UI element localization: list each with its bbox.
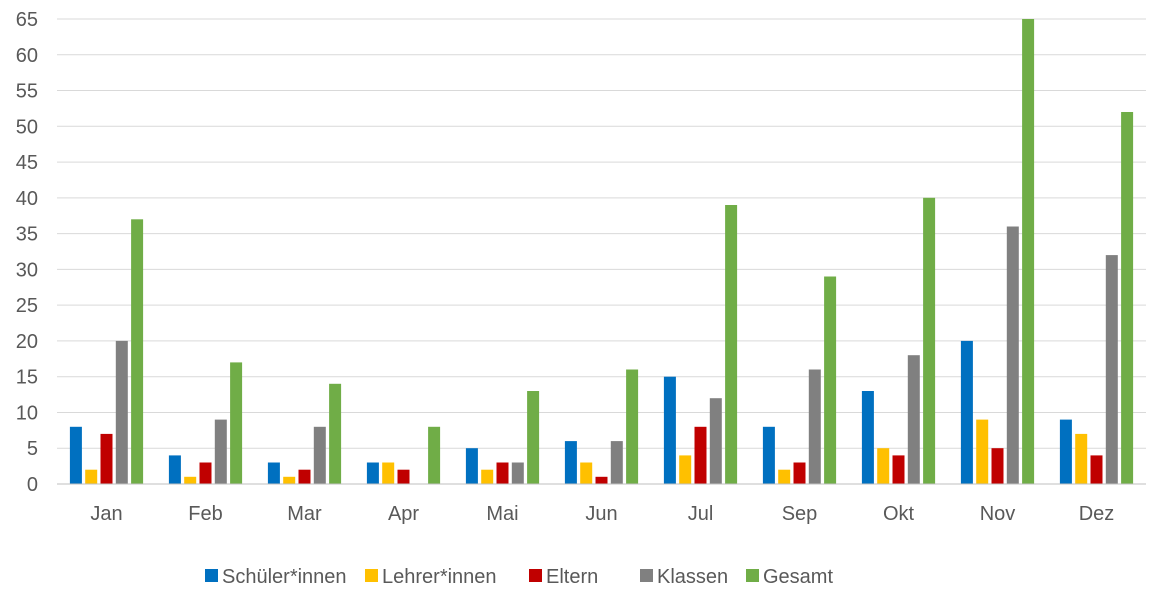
x-tick-label: Jul xyxy=(688,503,714,525)
legend-label: Gesamt xyxy=(763,566,833,588)
bar xyxy=(960,340,973,484)
y-tick-label: 25 xyxy=(16,295,38,317)
bar xyxy=(366,462,379,484)
x-tick-label: Jan xyxy=(90,503,122,525)
x-tick-label: Nov xyxy=(980,503,1016,525)
bar xyxy=(778,469,791,484)
bars xyxy=(69,19,1134,485)
bar xyxy=(465,448,478,484)
y-tick-label: 60 xyxy=(16,45,38,67)
legend-label: Lehrer*innen xyxy=(382,566,497,588)
legend-label: Klassen xyxy=(657,566,728,588)
x-axis-ticks: Jan Feb Mar Apr Mai Jun Jul Sep Okt Nov Dez xyxy=(90,503,1114,525)
bar xyxy=(725,205,738,484)
bar xyxy=(793,462,806,484)
y-tick-label: 15 xyxy=(16,367,38,389)
bar xyxy=(1075,433,1088,484)
bar xyxy=(1121,112,1134,484)
bar xyxy=(610,441,623,484)
bar xyxy=(481,469,494,484)
bar xyxy=(428,426,441,484)
x-tick-label: Feb xyxy=(188,503,222,525)
bar xyxy=(313,426,326,484)
legend-swatch xyxy=(746,569,759,582)
bar xyxy=(808,369,821,484)
bar xyxy=(976,419,989,484)
y-tick-label: 20 xyxy=(16,331,38,353)
legend-swatch xyxy=(365,569,378,582)
y-tick-label: 40 xyxy=(16,188,38,210)
bar xyxy=(329,383,342,484)
bar xyxy=(397,469,410,484)
bar xyxy=(230,362,243,484)
x-tick-label: Apr xyxy=(388,503,419,525)
bar xyxy=(85,469,98,484)
y-tick-label: 0 xyxy=(27,474,38,496)
bar xyxy=(907,355,920,484)
bar xyxy=(69,426,82,484)
bar xyxy=(824,276,837,484)
bar xyxy=(709,398,722,484)
legend-label: Schüler*innen xyxy=(222,566,347,588)
y-axis-ticks: 0 5 10 15 20 25 30 35 40 45 50 55 60 65 xyxy=(16,9,38,496)
bar xyxy=(595,476,608,484)
bar xyxy=(762,426,775,484)
bar xyxy=(694,426,707,484)
x-tick-label: Okt xyxy=(883,503,915,525)
bar xyxy=(283,476,296,484)
bar xyxy=(100,433,113,484)
y-tick-label: 50 xyxy=(16,116,38,138)
bar xyxy=(580,462,593,484)
bar xyxy=(1022,19,1035,484)
y-tick-label: 45 xyxy=(16,152,38,174)
bar xyxy=(184,476,197,484)
bar xyxy=(679,455,692,484)
y-tick-label: 55 xyxy=(16,81,38,103)
y-tick-label: 35 xyxy=(16,224,38,246)
bar xyxy=(382,462,395,484)
bar xyxy=(1006,226,1019,484)
y-tick-label: 5 xyxy=(27,438,38,460)
bar xyxy=(298,469,311,484)
bar xyxy=(892,455,905,484)
bar xyxy=(663,376,676,484)
y-tick-label: 30 xyxy=(16,259,38,281)
x-tick-label: Dez xyxy=(1079,503,1115,525)
bar xyxy=(267,462,280,484)
bar xyxy=(511,462,524,484)
bar xyxy=(1059,419,1072,484)
y-tick-label: 65 xyxy=(16,9,38,31)
gridlines xyxy=(57,18,1146,449)
bar xyxy=(199,462,212,484)
bar xyxy=(626,369,639,484)
legend-swatch xyxy=(205,569,218,582)
bar xyxy=(131,219,144,485)
x-tick-label: Sep xyxy=(782,503,818,525)
bar xyxy=(1090,455,1103,484)
bar xyxy=(1105,255,1118,484)
bar xyxy=(496,462,509,484)
legend: Schüler*innen Lehrer*innen Eltern Klassen Ge… xyxy=(205,566,833,588)
bar xyxy=(214,419,227,484)
bar xyxy=(115,340,128,484)
x-tick-label: Mar xyxy=(287,503,322,525)
bar xyxy=(923,197,936,485)
bar xyxy=(527,391,540,484)
legend-swatch xyxy=(529,569,542,582)
bar xyxy=(877,448,890,484)
legend-label: Eltern xyxy=(546,566,598,588)
bar xyxy=(168,455,181,484)
legend-swatch xyxy=(640,569,653,582)
bar xyxy=(861,391,874,484)
x-tick-label: Jun xyxy=(585,503,617,525)
y-tick-label: 10 xyxy=(16,402,38,424)
bar xyxy=(564,441,577,484)
x-tick-label: Mai xyxy=(486,503,518,525)
bar xyxy=(991,448,1004,484)
